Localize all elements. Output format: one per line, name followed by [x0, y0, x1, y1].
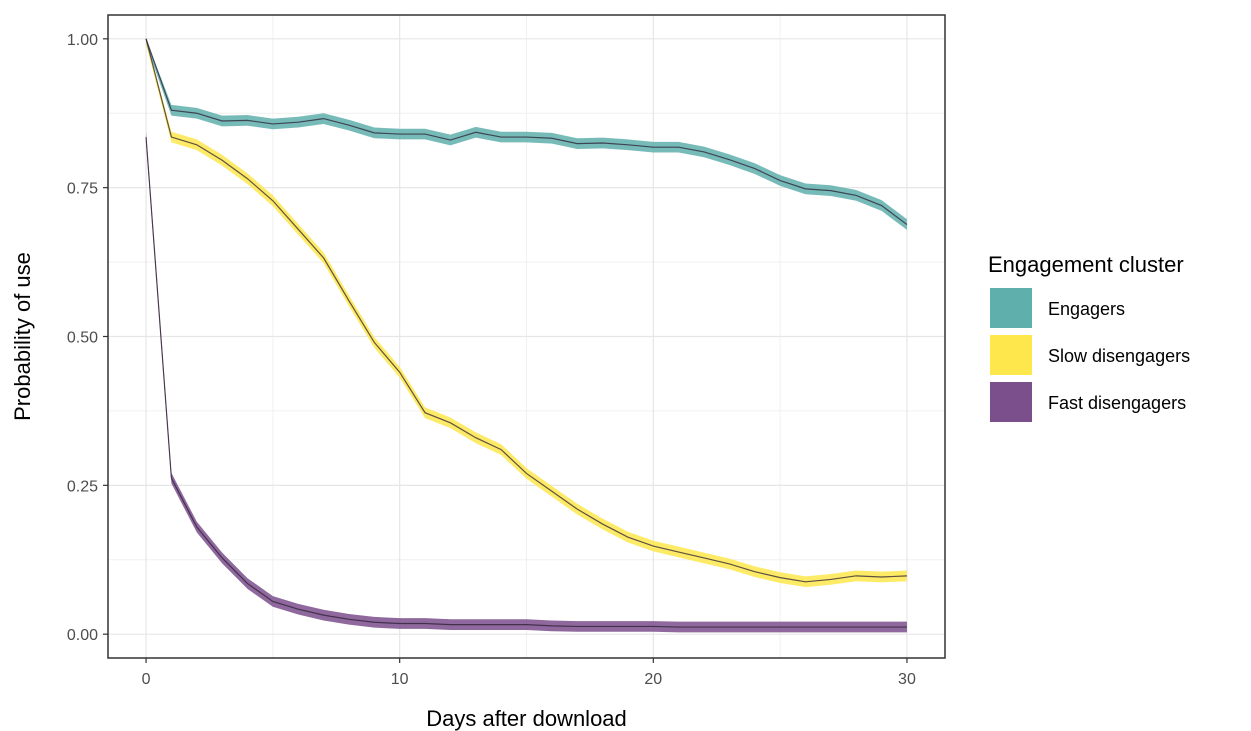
- x-tick-label: 10: [391, 671, 409, 688]
- axis-ticks: [103, 38, 908, 663]
- y-axis-title: Probability of use: [10, 252, 35, 421]
- legend-swatch: [990, 288, 1032, 328]
- legend-items: Engagers Slow disengagers Fast disengagers: [990, 288, 1190, 422]
- x-tick-label: 0: [142, 671, 151, 688]
- axis-tick-labels: 0 10 20 30 0.00 0.25 0.50 0.75 1.00: [67, 32, 916, 688]
- ribbon-0: [146, 38, 907, 230]
- ribbon-1: [146, 38, 907, 588]
- y-tick-label: 0.50: [67, 330, 98, 347]
- x-tick-label: 20: [644, 671, 662, 688]
- legend-label: Fast disengagers: [1048, 393, 1186, 413]
- legend-title: Engagement cluster: [988, 252, 1184, 277]
- legend-label: Engagers: [1048, 299, 1125, 319]
- legend-label: Slow disengagers: [1048, 346, 1190, 366]
- y-tick-label: 0.25: [67, 478, 98, 495]
- series-line-1: [145, 38, 907, 583]
- y-tick-label: 1.00: [67, 32, 98, 49]
- confidence-ribbons: [146, 38, 907, 633]
- x-axis-title: Days after download: [426, 706, 627, 731]
- legend-item: Slow disengagers: [990, 335, 1190, 375]
- legend: Engagement cluster Engagers Slow disengag…: [988, 252, 1190, 422]
- legend-swatch: [990, 335, 1032, 375]
- series-lines: [145, 38, 908, 628]
- legend-swatch: [990, 382, 1032, 422]
- legend-item: Fast disengagers: [990, 382, 1186, 422]
- y-tick-label: 0.00: [67, 627, 98, 644]
- series-line-0: [145, 38, 908, 226]
- minor-gridlines: [108, 15, 945, 658]
- legend-item: Engagers: [990, 288, 1125, 328]
- y-tick-label: 0.75: [67, 181, 98, 198]
- series-line-2: [145, 137, 907, 628]
- x-tick-label: 30: [898, 671, 916, 688]
